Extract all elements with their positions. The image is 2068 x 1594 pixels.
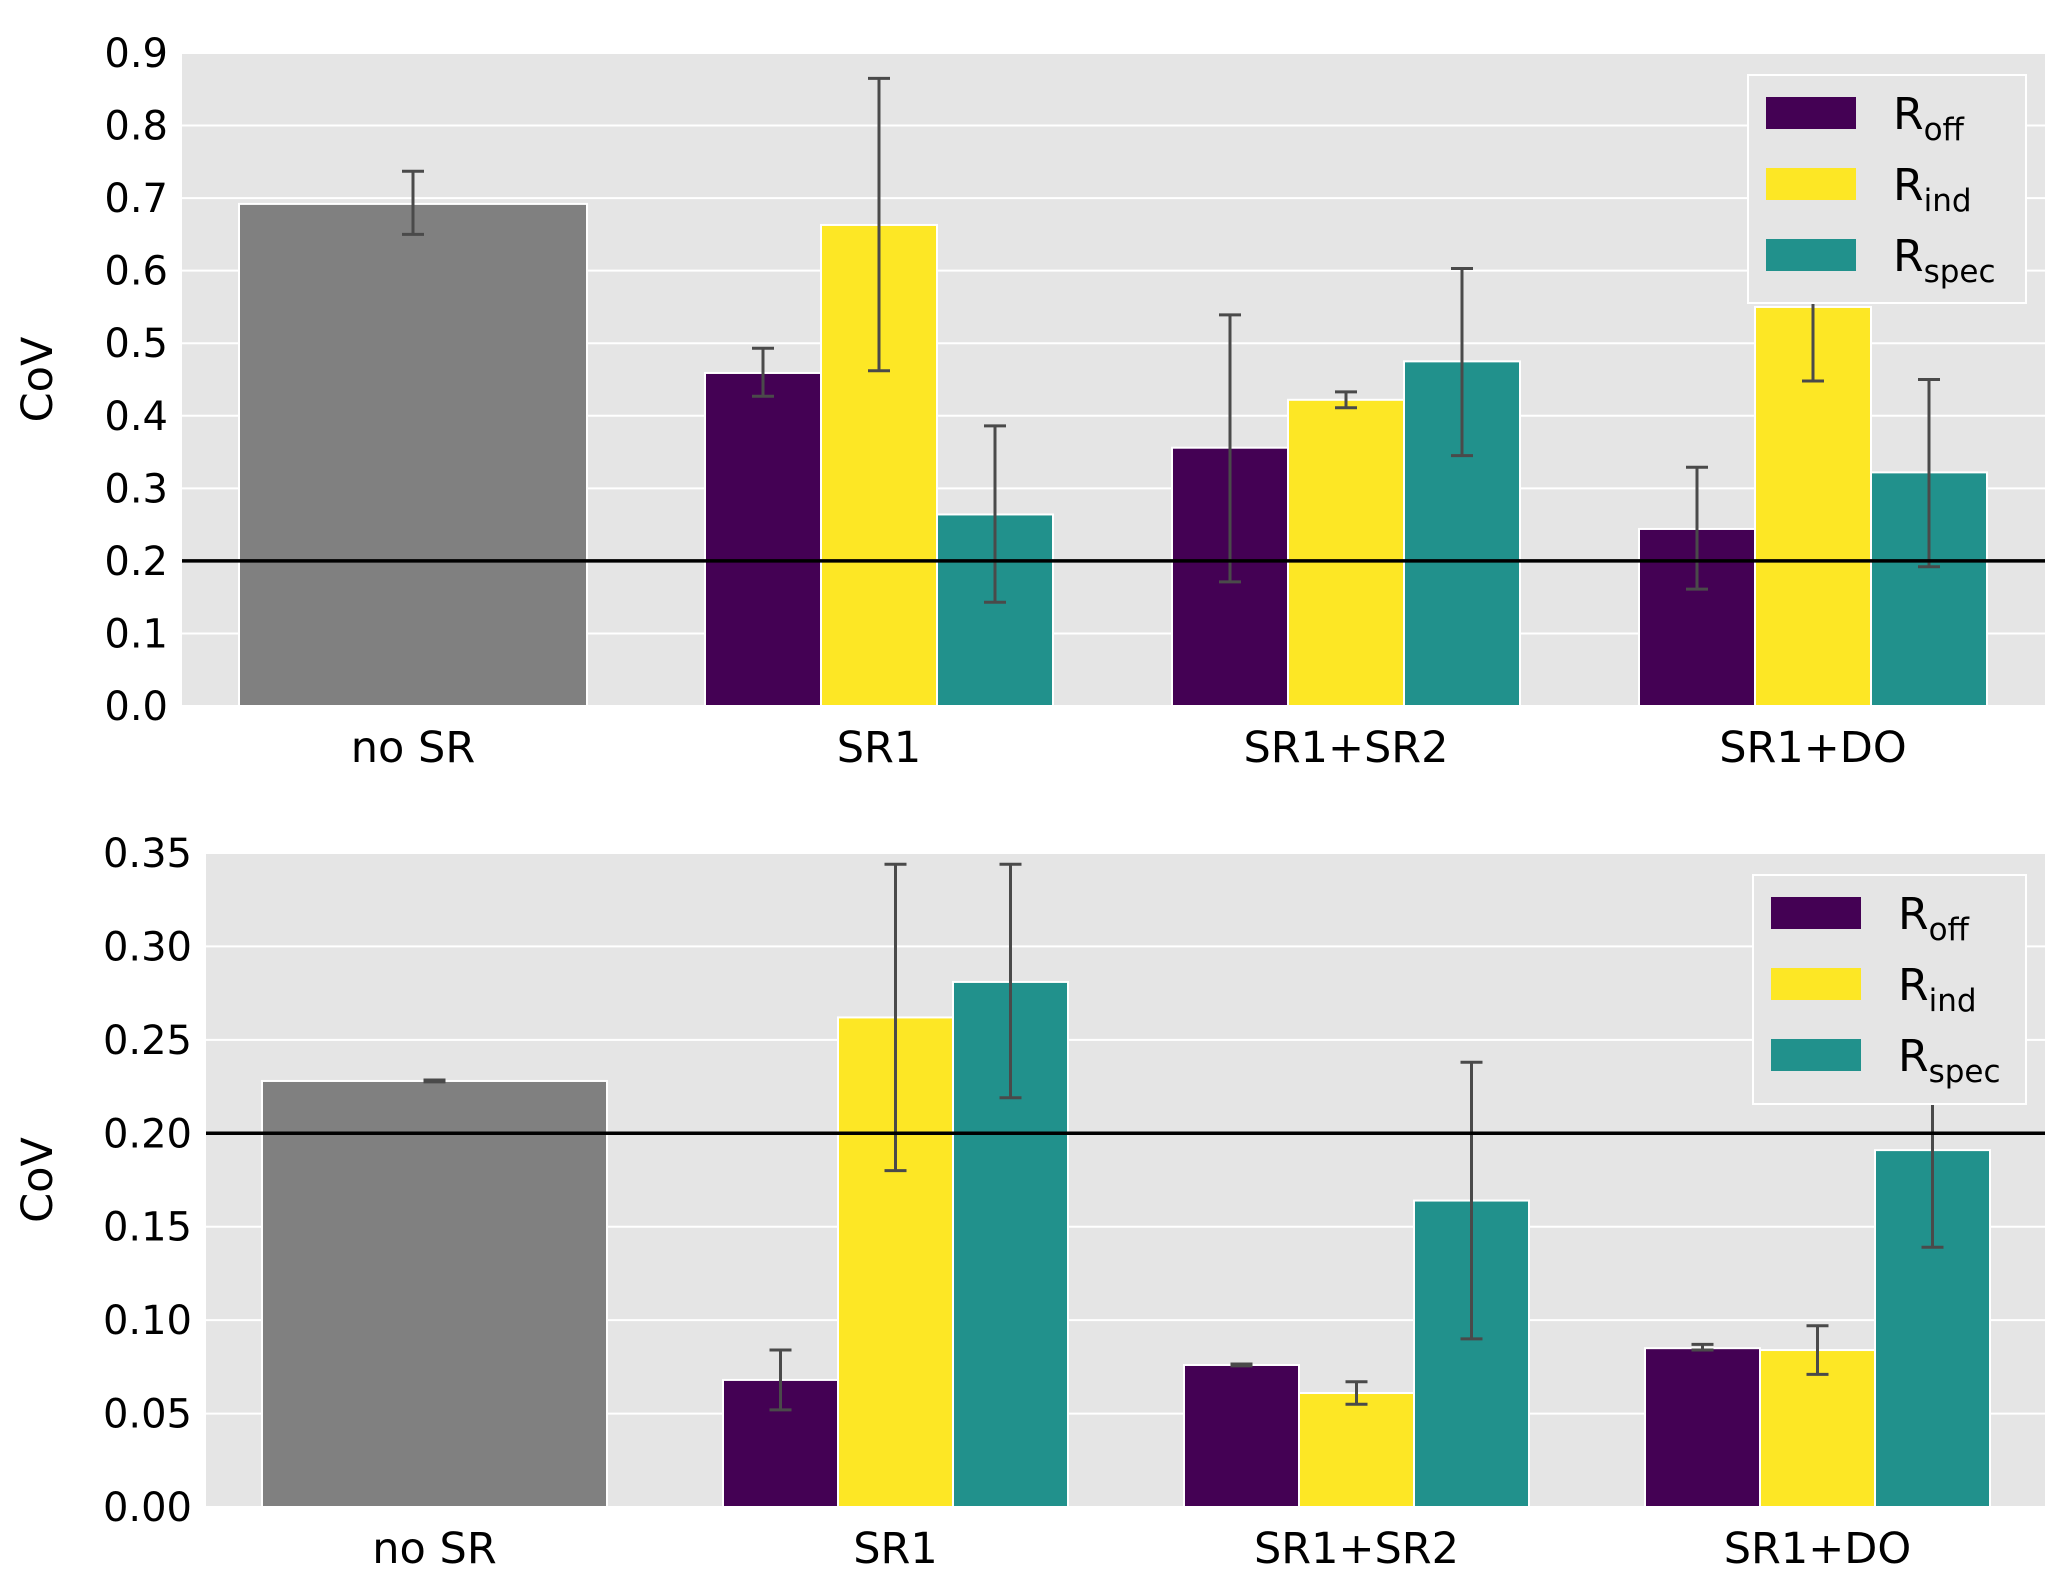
y-tick-label: 0.15	[103, 1205, 192, 1251]
bar-r-off-sr1-do	[1644, 1347, 1761, 1508]
x-category-label: no SR	[372, 1524, 496, 1574]
legend-label: Roff	[1898, 889, 1970, 948]
y-tick-label: 0.9	[104, 31, 168, 77]
legend-label: Roff	[1893, 89, 1965, 148]
x-category-label: SR1+DO	[1724, 1524, 1912, 1574]
bar-no-sr	[238, 202, 588, 707]
y-axis-title: CoV	[13, 1137, 63, 1223]
x-category-label: SR1	[837, 723, 922, 773]
y-tick-label: 0.7	[104, 176, 168, 222]
x-category-label: SR1+SR2	[1243, 723, 1448, 773]
legend-label-main: R	[1893, 231, 1924, 282]
legend-label: Rind	[1898, 960, 1977, 1019]
legend-label-main: R	[1898, 960, 1929, 1011]
legend-label-subscript: spec	[1929, 1054, 2001, 1090]
bar-r-off-sr1-sr2	[1183, 1363, 1300, 1508]
y-tick-label: 0.25	[103, 1018, 192, 1064]
legend-label-subscript: spec	[1924, 254, 1996, 290]
legend-swatch	[1766, 97, 1856, 129]
legend-label-main: R	[1898, 1031, 1929, 1082]
x-category-label: no SR	[351, 723, 475, 773]
y-tick-label: 0.6	[104, 249, 168, 295]
legend-swatch	[1771, 897, 1861, 929]
y-tick-label: 0.30	[103, 924, 192, 970]
legend-label-subscript: ind	[1924, 183, 1972, 219]
bar-r-off-sr1	[704, 371, 822, 707]
x-category-label: SR1+DO	[1719, 723, 1907, 773]
legend-label-subscript: off	[1929, 912, 1970, 948]
y-tick-label: 0.5	[104, 321, 168, 367]
bar-r-ind-sr1-do	[1759, 1349, 1876, 1509]
legend-label-subscript: ind	[1929, 983, 1977, 1019]
legend-label-main: R	[1893, 89, 1924, 140]
y-tick-label: 0.4	[104, 394, 168, 440]
legend-label: Rind	[1893, 160, 1972, 219]
bar-r-ind-sr1-sr2	[1298, 1392, 1415, 1508]
y-tick-label: 0.8	[104, 104, 168, 150]
y-tick-label: 0.3	[104, 466, 168, 512]
bottom-chart-panel: 0.00 0.05 0.10 0.15 0.20 0.25 0.30 0.35 CoV no SR…	[13, 831, 2045, 1574]
legend-swatch	[1771, 1039, 1861, 1071]
y-tick-label: 0.2	[104, 539, 168, 585]
y-tick-label: 0.05	[103, 1392, 192, 1438]
y-tick-label: 0.1	[104, 611, 168, 657]
x-category-label: SR1+SR2	[1254, 1524, 1459, 1574]
legend-label-main: R	[1893, 160, 1924, 211]
legend-label-main: R	[1898, 889, 1929, 940]
legend-swatch	[1766, 168, 1856, 200]
y-axis-title: CoV	[13, 336, 63, 422]
y-tick-label: 0.35	[103, 831, 192, 877]
legend-label-subscript: off	[1924, 112, 1965, 148]
legend-label: Rspec	[1893, 231, 1996, 290]
y-tick-label: 0.00	[103, 1485, 192, 1531]
y-tick-label: 0.20	[103, 1111, 192, 1157]
bar-no-sr	[261, 1079, 608, 1508]
legend-label: Rspec	[1898, 1031, 2001, 1090]
top-chart-panel: 0.0 0.1 0.2 0.3 0.4 0.5 0.6 0.7 0.8 0.9 CoV no SR SR…	[13, 31, 2045, 773]
y-tick-label: 0.10	[103, 1298, 192, 1344]
legend-swatch	[1771, 968, 1861, 1000]
y-tick-label: 0.0	[104, 684, 168, 730]
x-category-label: SR1	[853, 1524, 938, 1574]
bar-r-ind-sr1-sr2	[1287, 398, 1405, 707]
legend-swatch	[1766, 239, 1856, 271]
